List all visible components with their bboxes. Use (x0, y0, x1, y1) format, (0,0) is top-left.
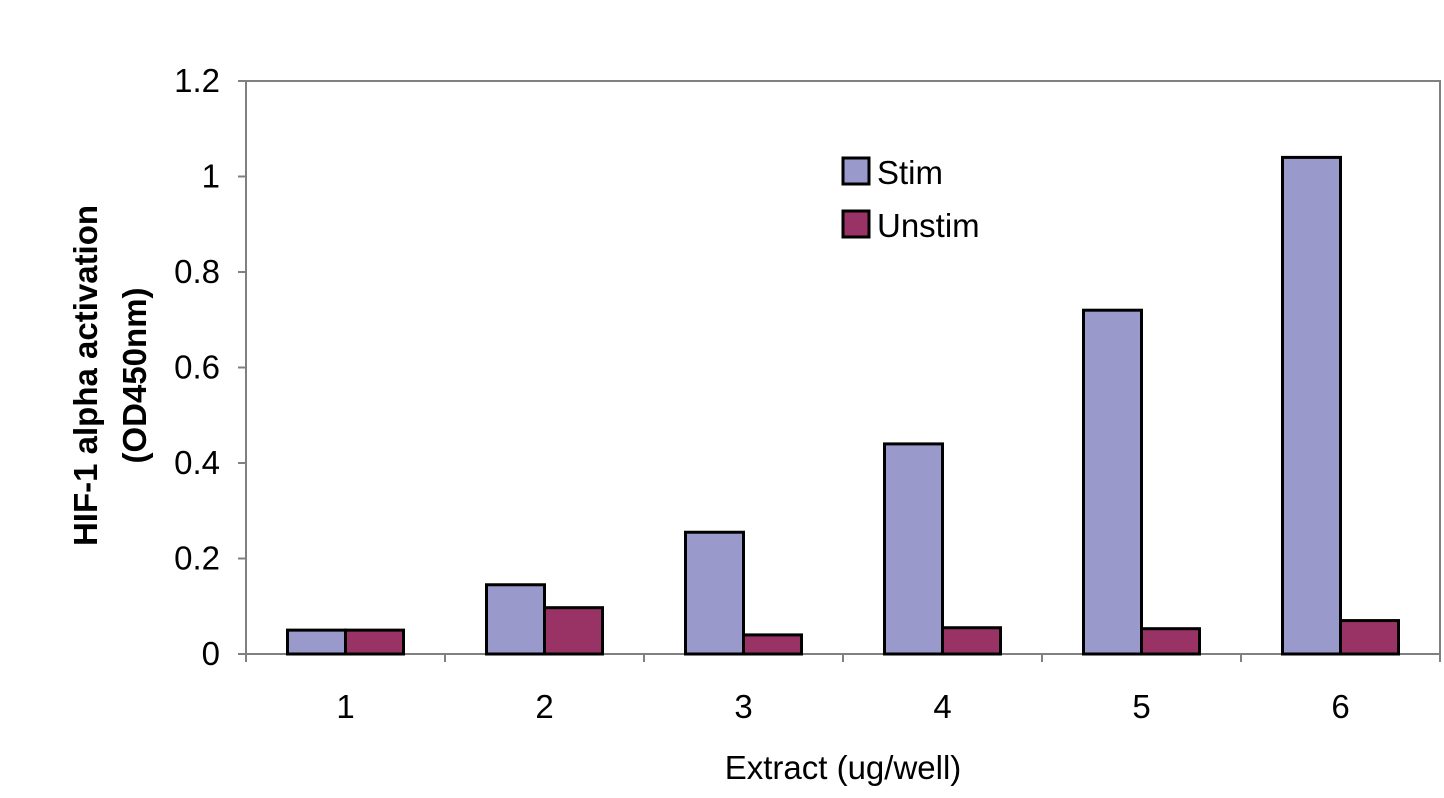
y-axis: 0 0.2 0.4 0.6 0.8 1 1.2 (174, 62, 246, 672)
x-tick-label: 2 (535, 688, 553, 725)
legend-swatch-unstim (841, 209, 871, 239)
bar-stim-3 (684, 530, 745, 656)
bar-unstim-6 (1339, 619, 1400, 656)
y-tick-label: 0.4 (174, 444, 220, 481)
bars (286, 155, 1400, 656)
legend-swatch-stim (841, 156, 871, 186)
bar-unstim-4 (941, 626, 1002, 656)
x-tick-label: 3 (734, 688, 752, 725)
bar-stim-2 (485, 583, 546, 656)
legend: Stim Unstim (841, 154, 980, 244)
x-tick-label: 1 (336, 688, 354, 725)
y-tick-label: 0.6 (174, 349, 220, 386)
y-tick-label: 1.2 (174, 62, 220, 99)
legend-label-stim: Stim (877, 154, 943, 191)
bar-unstim-1 (344, 628, 405, 656)
x-tick-label: 5 (1132, 688, 1150, 725)
bar-stim-5 (1082, 308, 1143, 656)
legend-label-unstim: Unstim (877, 207, 980, 244)
y-tick-label: 0.2 (174, 540, 220, 577)
bar-unstim-3 (742, 633, 803, 656)
y-tick-label: 0 (202, 635, 220, 672)
bar-unstim-2 (543, 606, 604, 656)
y-tick-label: 0.8 (174, 253, 220, 290)
x-axis: 1 2 3 4 5 6 (245, 654, 1441, 725)
bar-stim-6 (1281, 155, 1342, 656)
x-tick-label: 6 (1331, 688, 1349, 725)
bar-stim-4 (883, 442, 944, 656)
x-tick-label: 4 (933, 688, 951, 725)
y-axis-title-line-2: (OD450nm) (116, 287, 153, 463)
y-axis-title: HIF-1 alpha activation (OD450nm) (67, 205, 153, 546)
x-axis-title: Extract (ug/well) (725, 749, 962, 786)
bar-unstim-5 (1140, 627, 1201, 656)
y-tick-label: 1 (202, 158, 220, 195)
bar-stim-1 (286, 628, 347, 656)
y-axis-title-line-1: HIF-1 alpha activation (67, 205, 104, 546)
